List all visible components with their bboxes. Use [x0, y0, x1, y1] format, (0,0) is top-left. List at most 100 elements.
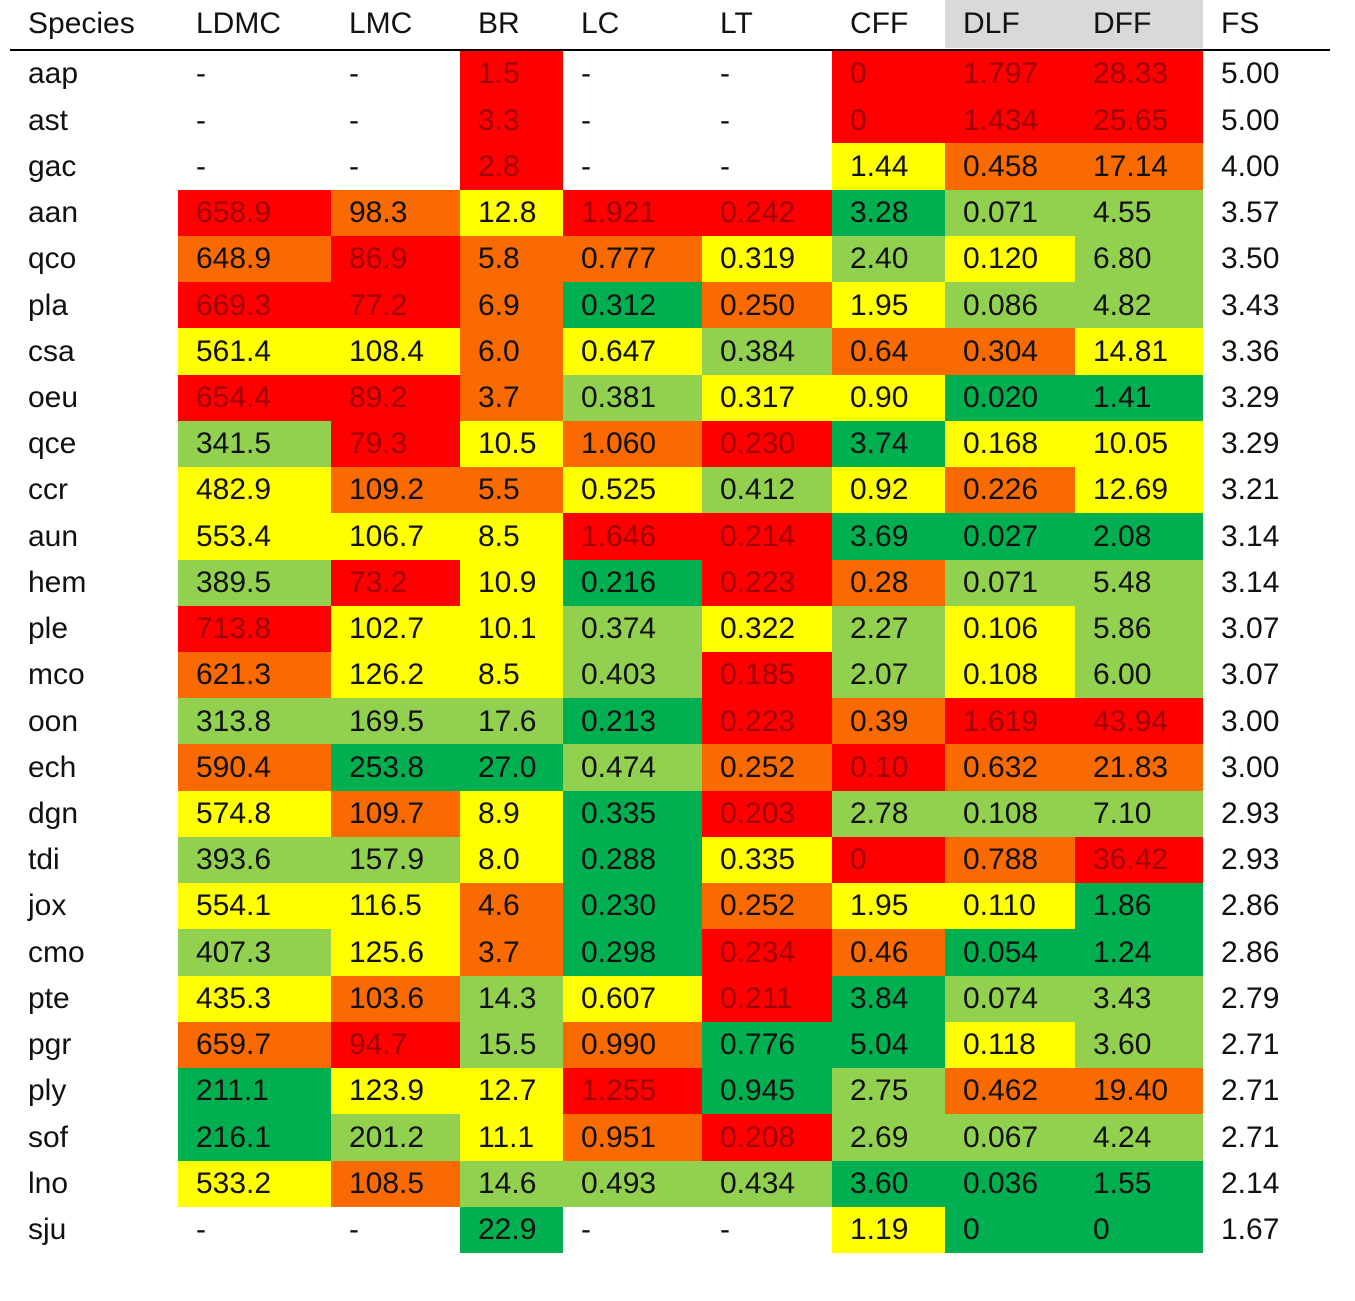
value-cell: 3.74 [832, 420, 945, 468]
value-cell: 2.93 [1221, 843, 1280, 877]
value-cell: 169.5 [331, 698, 460, 745]
value-cell: 108.4 [331, 328, 460, 376]
value-cell: 2.86 [1221, 889, 1280, 923]
value-cell: 561.4 [178, 328, 331, 376]
value-cell: 11.1 [460, 1114, 563, 1161]
species-cell: aap [28, 57, 79, 91]
value-cell: 125.6 [331, 929, 460, 977]
value-cell: 102.7 [331, 605, 460, 653]
value-cell: 0.214 [702, 513, 832, 561]
value-cell: 2.71 [1221, 1120, 1280, 1154]
value-cell: 3.60 [1075, 1021, 1203, 1069]
value-cell: 3.14 [1221, 519, 1280, 553]
value-cell: 109.2 [331, 467, 460, 514]
value-cell: 3.57 [1221, 196, 1280, 230]
value-cell: 6.00 [1075, 651, 1203, 699]
value-cell: 12.7 [460, 1068, 563, 1115]
value-cell: 0.071 [945, 559, 1075, 607]
value-cell: 216.1 [178, 1114, 331, 1161]
value-cell: 98.3 [331, 189, 460, 237]
value-cell: 2.8 [460, 143, 563, 191]
value-cell: 8.5 [460, 651, 563, 699]
value-cell: 3.50 [1221, 242, 1280, 276]
value-cell: 3.07 [1221, 658, 1280, 692]
value-cell: 590.4 [178, 744, 331, 792]
value-cell: 0.213 [563, 698, 702, 745]
value-cell: 0.525 [563, 467, 702, 514]
species-cell: sof [28, 1120, 69, 1154]
value-cell: 7.10 [1075, 790, 1203, 838]
value-cell: 5.04 [832, 1021, 945, 1069]
value-cell: 3.07 [1221, 612, 1280, 646]
value-cell: 0.074 [945, 975, 1075, 1023]
value-cell: - [349, 149, 359, 183]
value-cell: 0.071 [945, 189, 1075, 237]
value-cell: 0.945 [702, 1068, 832, 1115]
value-cell: 554.1 [178, 883, 331, 930]
value-cell: 43.94 [1075, 698, 1203, 745]
value-cell: 0.39 [832, 698, 945, 745]
value-cell: 2.78 [832, 790, 945, 838]
value-cell: 659.7 [178, 1021, 331, 1069]
value-cell: 94.7 [331, 1021, 460, 1069]
species-cell: ast [28, 103, 69, 137]
value-cell: 3.7 [460, 374, 563, 422]
value-cell: - [720, 149, 730, 183]
value-cell: 0.054 [945, 929, 1075, 977]
species-cell: dgn [28, 797, 79, 831]
value-cell: 1.434 [945, 97, 1075, 144]
value-cell: 0.92 [832, 467, 945, 514]
species-cell: aan [28, 196, 79, 230]
value-cell: 341.5 [178, 420, 331, 468]
value-cell: 1.44 [832, 143, 945, 191]
value-cell: 2.79 [1221, 981, 1280, 1015]
value-cell: 5.86 [1075, 605, 1203, 653]
value-cell: 621.3 [178, 651, 331, 699]
value-cell: 201.2 [331, 1114, 460, 1161]
value-cell: 0.412 [702, 467, 832, 514]
value-cell: - [581, 57, 591, 91]
value-cell: 27.0 [460, 744, 563, 792]
value-cell: 648.9 [178, 235, 331, 283]
value-cell: 1.060 [563, 420, 702, 468]
value-cell: 3.43 [1221, 288, 1280, 322]
value-cell: 1.5 [460, 51, 563, 98]
value-cell: 0.110 [945, 883, 1075, 930]
species-cell: ple [28, 612, 69, 646]
value-cell: 28.33 [1075, 51, 1203, 98]
value-cell: 2.93 [1221, 797, 1280, 831]
value-cell: 1.24 [1075, 929, 1203, 977]
species-cell: qco [28, 242, 77, 276]
value-cell: 10.5 [460, 420, 563, 468]
value-cell: 8.9 [460, 790, 563, 838]
value-cell: 6.9 [460, 282, 563, 329]
value-cell: 17.6 [460, 698, 563, 745]
species-cell: jox [28, 889, 67, 923]
value-cell: 0.211 [702, 975, 832, 1023]
value-cell: 0.223 [702, 559, 832, 607]
value-cell: 389.5 [178, 559, 331, 607]
value-cell: 2.14 [1221, 1166, 1280, 1200]
value-cell: - [349, 103, 359, 137]
value-cell: 553.4 [178, 513, 331, 561]
value-cell: 0.020 [945, 374, 1075, 422]
header-cell: DLF [945, 0, 1075, 48]
value-cell: 86.9 [331, 235, 460, 283]
value-cell: 0.250 [702, 282, 832, 329]
value-cell: 108.5 [331, 1160, 460, 1208]
value-cell: 0 [945, 1206, 1075, 1254]
value-cell: 123.9 [331, 1068, 460, 1115]
value-cell: - [720, 103, 730, 137]
value-cell: 574.8 [178, 790, 331, 838]
header-cell: DFF [1075, 0, 1203, 48]
value-cell: 89.2 [331, 374, 460, 422]
value-cell: 435.3 [178, 975, 331, 1023]
value-cell: 0.185 [702, 651, 832, 699]
value-cell: 0.335 [702, 836, 832, 884]
species-cell: ech [28, 750, 77, 784]
value-cell: 0.252 [702, 883, 832, 930]
value-cell: 0.230 [563, 883, 702, 930]
value-cell: 1.797 [945, 51, 1075, 98]
header-cell: CFF [850, 7, 909, 40]
